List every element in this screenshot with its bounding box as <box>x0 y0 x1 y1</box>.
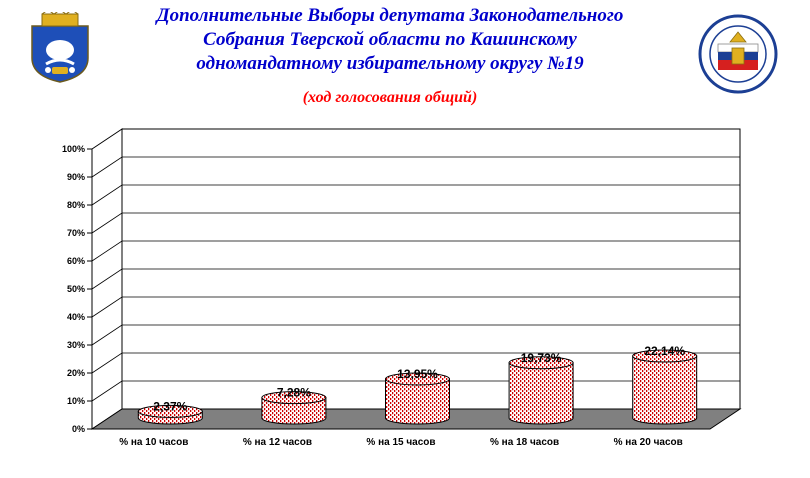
bar-top <box>385 372 450 386</box>
bar-top <box>137 404 203 418</box>
x-tick-label: % на 12 часов <box>243 437 312 448</box>
gridline <box>91 212 740 234</box>
gridline <box>91 156 740 178</box>
bar-top <box>632 349 698 363</box>
title-line-1: Дополнительные Выборы депутата Законодат… <box>156 5 624 26</box>
y-tick-label: 50% <box>67 284 85 294</box>
gridline <box>91 240 740 262</box>
bar-body <box>261 397 327 425</box>
y-tick-label: 40% <box>67 312 85 322</box>
bar <box>261 391 327 425</box>
y-tick-label: 60% <box>67 256 85 266</box>
y-tick-label: 70% <box>67 228 85 238</box>
x-tick-label: % на 15 часов <box>366 437 435 448</box>
bar <box>508 356 574 425</box>
y-tick-label: 80% <box>67 200 85 210</box>
gridline <box>91 268 740 290</box>
bar <box>632 349 698 425</box>
x-tick-label: % на 20 часов <box>614 437 683 448</box>
y-tick-label: 100% <box>62 144 85 154</box>
bar-top <box>508 356 574 370</box>
title-line-2: Собрания Тверской области по Кашинскому <box>203 29 577 50</box>
x-tick-label: % на 10 часов <box>119 437 188 448</box>
gridline <box>91 324 740 346</box>
coat-of-arms-icon <box>31 12 89 83</box>
chart-subtitle: (ход голосования общий) <box>302 89 478 106</box>
y-tick-label: 20% <box>67 368 85 378</box>
chart-title: Дополнительные Выборы депутата Законодат… <box>110 4 670 76</box>
gridline <box>91 184 740 206</box>
x-tick-label: % на 18 часов <box>490 437 559 448</box>
gridline <box>91 296 740 318</box>
y-tick-label: 0% <box>72 424 85 434</box>
bar-top <box>261 391 327 405</box>
bar <box>385 372 450 425</box>
title-line-3: одномандатному избирательному округу №19 <box>196 53 584 74</box>
bar-body <box>632 355 698 425</box>
data-label: 2,37% <box>153 399 187 413</box>
y-tick-label: 30% <box>67 340 85 350</box>
data-label: 22,14% <box>644 344 685 358</box>
bar <box>137 404 203 425</box>
bar-body <box>508 362 574 425</box>
bar-body <box>385 378 450 425</box>
y-tick-label: 10% <box>67 396 85 406</box>
data-label: 7,28% <box>277 386 311 400</box>
y-tick-label: 90% <box>67 172 85 182</box>
gridline <box>91 352 740 374</box>
data-label: 13,95% <box>397 367 438 381</box>
data-label: 19,73% <box>521 351 562 365</box>
election-commission-emblem-icon <box>698 14 778 94</box>
